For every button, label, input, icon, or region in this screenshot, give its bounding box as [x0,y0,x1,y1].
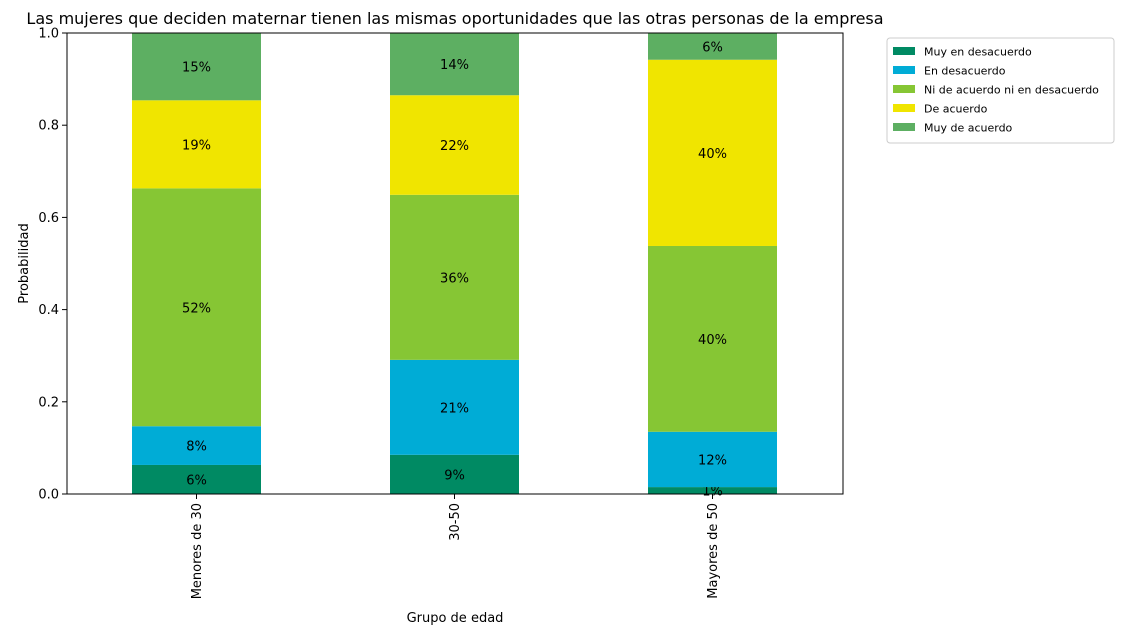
chart-title: Las mujeres que deciden maternar tienen … [26,9,883,28]
bar-segment [648,487,777,494]
legend-swatch [893,85,915,93]
segment-value-label: 36% [440,271,469,286]
segment-value-label: 14% [440,58,469,73]
bar-segment [648,245,777,432]
segment-value-label: 6% [186,473,207,488]
y-tick-label: 0.6 [38,211,59,226]
x-axis: Menores de 30 30-50 Mayores de 50 [190,494,721,599]
bar-segment [132,426,261,465]
bar-segment [648,431,777,488]
segment-value-label: 6% [702,40,723,55]
legend-entry-label: Muy de acuerdo [924,122,1013,135]
bar-segment [648,33,777,60]
y-tick-label: 1.0 [38,27,59,42]
y-tick-label: 0.2 [38,395,59,410]
segment-value-label: 12% [698,453,727,468]
bar-segment [390,454,519,494]
y-tick-label: 0.8 [38,119,59,134]
bar-segment [132,188,261,427]
legend-swatch [893,104,915,112]
bar-segment [390,95,519,195]
bar-segment [648,59,777,246]
segment-value-label: 40% [698,147,727,162]
segment-value-label: 22% [440,139,469,154]
legend-entry-label: En desacuerdo [924,65,1006,78]
y-tick-label: 0.0 [38,488,59,503]
legend: Muy en desacuerdo En desacuerdo Ni de acue… [886,37,1115,144]
legend-swatch [893,47,915,55]
plot-area: 6% 8% 52% 19% 15% 9% 21% 36% 22% 14% 1% 12% 40% 40% 6% [132,33,777,500]
segment-value-label: 19% [182,138,211,153]
bar-segment [132,464,261,494]
segment-value-label: 15% [182,61,211,76]
y-axis: 0.0 0.2 0.4 0.6 0.8 1.0 [38,27,67,503]
x-tick-label: Menores de 30 [190,503,205,599]
bar-segment [132,100,261,189]
legend-entry-label: De acuerdo [924,103,988,116]
y-tick-label: 0.4 [38,303,59,318]
segment-value-label: 8% [186,440,207,455]
y-axis-label: Probabilidad [17,223,32,303]
x-tick-label: 30-50 [448,503,463,541]
legend-swatch [893,123,915,131]
x-axis-label: Grupo de edad [407,611,504,626]
segment-value-label: 21% [440,401,469,416]
segment-value-label: 9% [444,468,465,483]
bar-segment [132,33,261,101]
legend-entry-label: Muy en desacuerdo [924,46,1032,59]
segment-value-label: 1% [702,485,723,500]
bar-segment [390,359,519,455]
segment-value-label: 52% [182,301,211,316]
bar-segment [390,194,519,360]
segment-value-label: 40% [698,333,727,348]
legend-entry-label: Ni de acuerdo ni en desacuerdo [924,84,1099,97]
legend-box [886,37,1115,144]
x-tick-label: Mayores de 50 [706,503,721,599]
legend-swatch [893,66,915,74]
bar-segment [390,33,519,96]
